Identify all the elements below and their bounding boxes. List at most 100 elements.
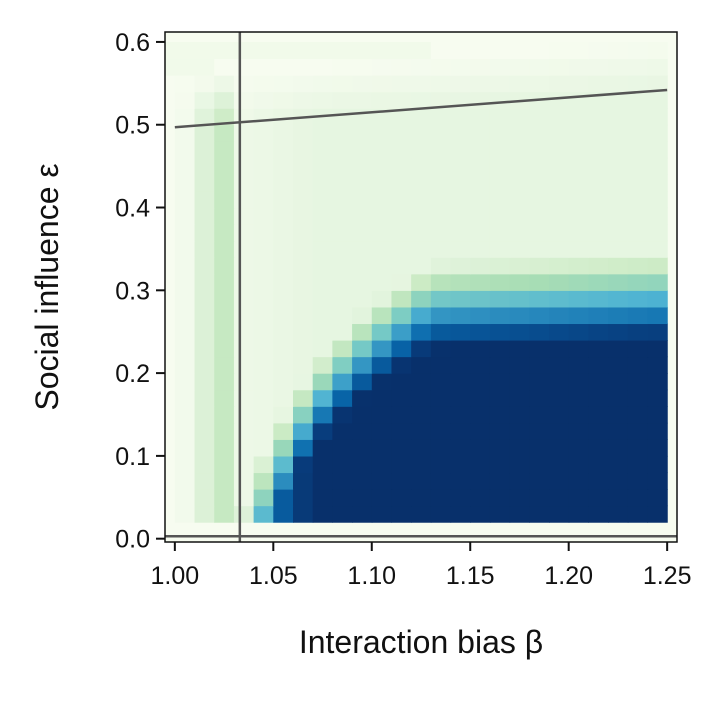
heatmap-cell <box>411 323 432 341</box>
heatmap-cell <box>509 306 530 325</box>
heatmap-cell <box>214 406 235 424</box>
reference-lines <box>165 32 677 542</box>
heatmap-cell <box>352 190 373 209</box>
heatmap-cell <box>233 389 255 407</box>
heatmap-cell <box>352 91 373 109</box>
heatmap-cell <box>608 75 629 93</box>
heatmap-cell <box>391 455 412 474</box>
heatmap-cell <box>273 157 294 175</box>
heatmap-cell <box>608 273 629 291</box>
heatmap-cell <box>588 75 609 93</box>
heatmap-cell <box>214 306 235 325</box>
heatmap-cell <box>529 439 550 457</box>
heatmap-cell <box>588 273 609 291</box>
heatmap-cell <box>214 323 235 341</box>
heatmap-cell <box>509 141 530 159</box>
heatmap-cell <box>489 157 511 175</box>
heatmap-cell <box>450 472 471 490</box>
heatmap-cell <box>312 323 333 341</box>
heatmap-cell <box>273 422 294 440</box>
heatmap-cell <box>450 174 471 192</box>
heatmap-cell <box>194 257 215 275</box>
heatmap-cell <box>627 406 649 424</box>
heatmap-cell <box>293 290 314 308</box>
heatmap-cell <box>194 41 215 60</box>
heatmap-cell <box>627 257 649 275</box>
heatmap-cell <box>273 174 294 192</box>
heatmap-cell <box>509 58 530 76</box>
heatmap-cell <box>608 157 629 175</box>
heatmap-cell <box>450 422 471 440</box>
heatmap-cell <box>165 290 176 308</box>
heatmap-cell <box>430 190 452 209</box>
heatmap-cell <box>253 58 274 76</box>
heatmap-cell <box>549 455 570 474</box>
heatmap-cell <box>174 207 196 225</box>
heatmap-cell <box>194 58 215 76</box>
heatmap-cell <box>391 207 412 225</box>
heatmap-cell <box>293 373 314 391</box>
heatmap-cell <box>312 124 333 142</box>
heatmap-cell <box>174 141 196 159</box>
heatmap-cell <box>253 108 274 126</box>
heatmap-cell <box>647 290 668 308</box>
heatmap-cell <box>588 124 609 142</box>
heatmap-cell <box>608 455 629 474</box>
heatmap-cell <box>411 273 432 291</box>
heatmap-cell <box>293 422 314 440</box>
heatmap-cell <box>371 439 393 457</box>
heatmap-cell <box>332 422 353 440</box>
heatmap-cell <box>165 489 176 507</box>
heatmap-cell <box>253 505 274 523</box>
heatmap-cell <box>411 174 432 192</box>
heatmap-cell <box>568 306 589 325</box>
heatmap-cell <box>647 124 668 142</box>
heatmap-cell <box>549 439 570 457</box>
heatmap-cell <box>194 157 215 175</box>
heatmap-cell <box>174 356 196 374</box>
heatmap-cell <box>312 439 333 457</box>
heatmap-cell <box>608 323 629 341</box>
heatmap-cell <box>214 505 235 523</box>
heatmap-cell <box>391 75 412 93</box>
heatmap-cell <box>273 406 294 424</box>
heatmap-cell <box>470 373 491 391</box>
heatmap-cell <box>627 174 649 192</box>
heatmap-cell <box>371 257 393 275</box>
heatmap-cell <box>588 489 609 507</box>
heatmap-cell <box>647 91 668 109</box>
heatmap-cell <box>470 41 491 60</box>
heatmap-cell <box>588 240 609 258</box>
heatmap-cell <box>293 439 314 457</box>
heatmap-cell <box>568 290 589 308</box>
heatmap-cell <box>253 190 274 209</box>
heatmap-cell <box>253 157 274 175</box>
heatmap-cell <box>430 472 452 490</box>
heatmap-cell <box>233 207 255 225</box>
heatmap-cell <box>174 455 196 474</box>
heatmap-cell <box>371 455 393 474</box>
heatmap-cell <box>450 75 471 93</box>
heatmap-cell <box>430 273 452 291</box>
heatmap-cell <box>371 157 393 175</box>
heatmap-cell <box>391 356 412 374</box>
heatmap-cell <box>450 356 471 374</box>
heatmap-cell <box>273 58 294 76</box>
heatmap-cell <box>627 356 649 374</box>
heatmap-cell <box>509 389 530 407</box>
heatmap-cell <box>293 141 314 159</box>
heatmap-cell <box>293 190 314 209</box>
x-tick-label: 1.00 <box>151 562 200 590</box>
heatmap-cell <box>214 273 235 291</box>
heatmap-cell <box>627 455 649 474</box>
heatmap-cell <box>588 41 609 60</box>
heatmap-cell <box>647 58 668 76</box>
heatmap-cell <box>273 41 294 60</box>
heatmap-cell <box>273 489 294 507</box>
heatmap-cell <box>352 422 373 440</box>
heatmap-cell <box>489 273 511 291</box>
heatmap-cell <box>194 389 215 407</box>
heatmap-cell <box>174 224 196 242</box>
heatmap-cell <box>470 323 491 341</box>
heatmap-cell <box>430 141 452 159</box>
